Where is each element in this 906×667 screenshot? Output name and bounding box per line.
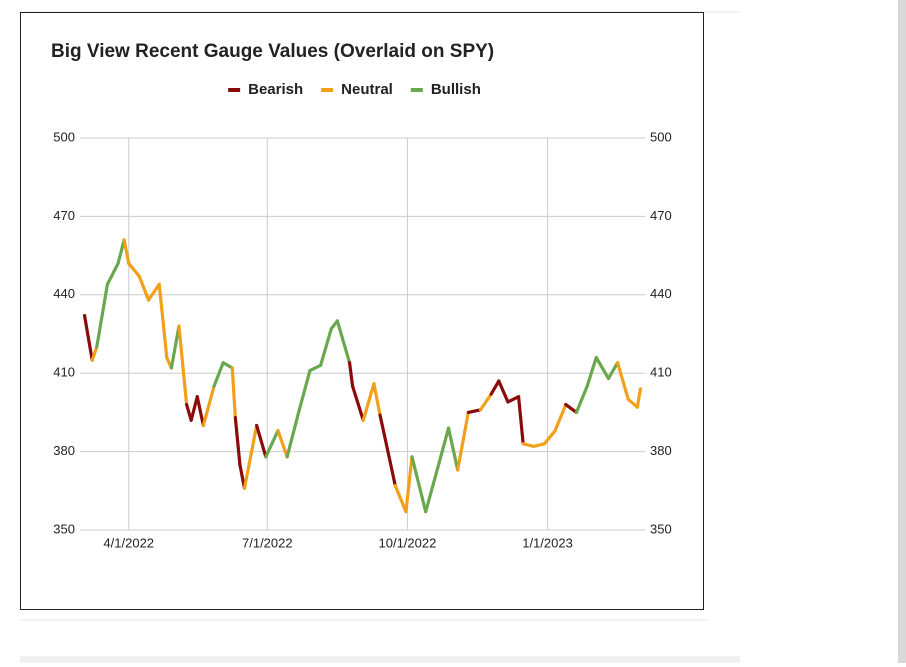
line-segment — [335, 319, 352, 365]
y-tick-label: 470 — [53, 208, 75, 223]
line-segment — [574, 384, 589, 414]
line-segment — [105, 261, 120, 286]
y2-tick-label: 380 — [650, 443, 672, 458]
legend-label: Neutral — [341, 81, 393, 98]
line-segment — [542, 429, 557, 446]
line-segment — [626, 397, 639, 409]
legend: Bearish Neutral Bullish — [228, 81, 481, 98]
line-segment — [606, 361, 620, 381]
line-segment — [137, 274, 151, 302]
legend-item: Neutral — [321, 81, 393, 98]
line-segment — [276, 429, 289, 459]
x-tick-label: 7/1/2022 — [242, 535, 293, 550]
legend-item: Bearish — [228, 81, 303, 98]
line-segment — [221, 361, 234, 370]
line-segment — [116, 238, 126, 266]
legend-label: Bullish — [431, 81, 481, 98]
line-segment — [95, 282, 110, 349]
x-tick-label: 4/1/2022 — [103, 535, 154, 550]
chart-title: Big View Recent Gauge Values (Overlaid o… — [51, 41, 494, 62]
line-segment — [351, 384, 365, 422]
y2-tick-label: 410 — [650, 365, 672, 380]
line-segment — [436, 426, 451, 469]
y2-tick-label: 440 — [650, 286, 672, 301]
line-segment — [233, 416, 242, 467]
line-segment — [201, 384, 216, 428]
y-tick-label: 500 — [53, 129, 75, 144]
line-segment — [242, 423, 259, 490]
line-segment — [319, 327, 333, 367]
plot — [82, 238, 643, 514]
line-segment — [146, 282, 161, 302]
line-segment — [212, 361, 225, 388]
line-segment — [297, 368, 312, 412]
line-segment — [264, 429, 280, 459]
line-segment — [532, 442, 547, 448]
line-segment — [635, 387, 643, 409]
line-segment — [372, 382, 382, 417]
y-tick-label: 380 — [53, 443, 75, 458]
line-segment — [361, 382, 376, 422]
line-segment — [424, 465, 440, 514]
line-segment — [466, 408, 483, 414]
line-segment — [393, 483, 408, 514]
y2-tick-label: 350 — [650, 521, 672, 536]
line-segment — [195, 395, 205, 428]
line-segment — [378, 413, 387, 438]
line-segment — [122, 238, 131, 266]
line-segment — [347, 361, 355, 388]
line-segment — [169, 324, 181, 370]
line-segment — [564, 402, 579, 414]
line-segment — [506, 395, 521, 404]
legend-item: Bullish — [410, 81, 481, 98]
line-segment — [285, 408, 301, 459]
line-segment — [90, 345, 99, 362]
y2-tick-label: 500 — [650, 129, 672, 144]
y-tick-label: 410 — [53, 365, 75, 380]
line-segment — [521, 442, 536, 448]
line-segment — [516, 395, 525, 446]
line-segment — [230, 366, 237, 420]
grid: 350 380 410 440 470 500 350 380 410 440 470 500 4/1/… — [53, 129, 671, 550]
line-segment — [410, 455, 428, 514]
line-segment — [127, 261, 141, 279]
line-segment — [553, 402, 568, 433]
scrollbar-strip — [898, 0, 906, 663]
y-tick-label: 350 — [53, 521, 75, 536]
line-segment — [82, 314, 94, 362]
line-segment — [594, 355, 611, 381]
x-tick-label: 1/1/2023 — [522, 535, 573, 550]
legend-label: Bearish — [248, 81, 303, 98]
line-segment — [456, 410, 470, 472]
y-tick-label: 440 — [53, 286, 75, 301]
line-segment — [157, 282, 169, 360]
x-tick-label: 10/1/2022 — [379, 535, 437, 550]
line-segment — [255, 423, 268, 459]
line-segment — [585, 355, 598, 388]
y2-tick-label: 470 — [650, 208, 672, 223]
line-segment — [382, 434, 397, 488]
line-segment — [489, 379, 501, 396]
next-panel — [20, 656, 740, 663]
line-segment — [446, 426, 460, 472]
line-segment — [404, 455, 414, 514]
line-segment — [177, 324, 189, 407]
line-segment — [308, 363, 323, 373]
line-segment — [615, 361, 630, 401]
line-segment — [478, 392, 493, 412]
chart-frame — [20, 12, 704, 610]
line-segment — [189, 395, 199, 422]
line-segment — [497, 379, 510, 404]
